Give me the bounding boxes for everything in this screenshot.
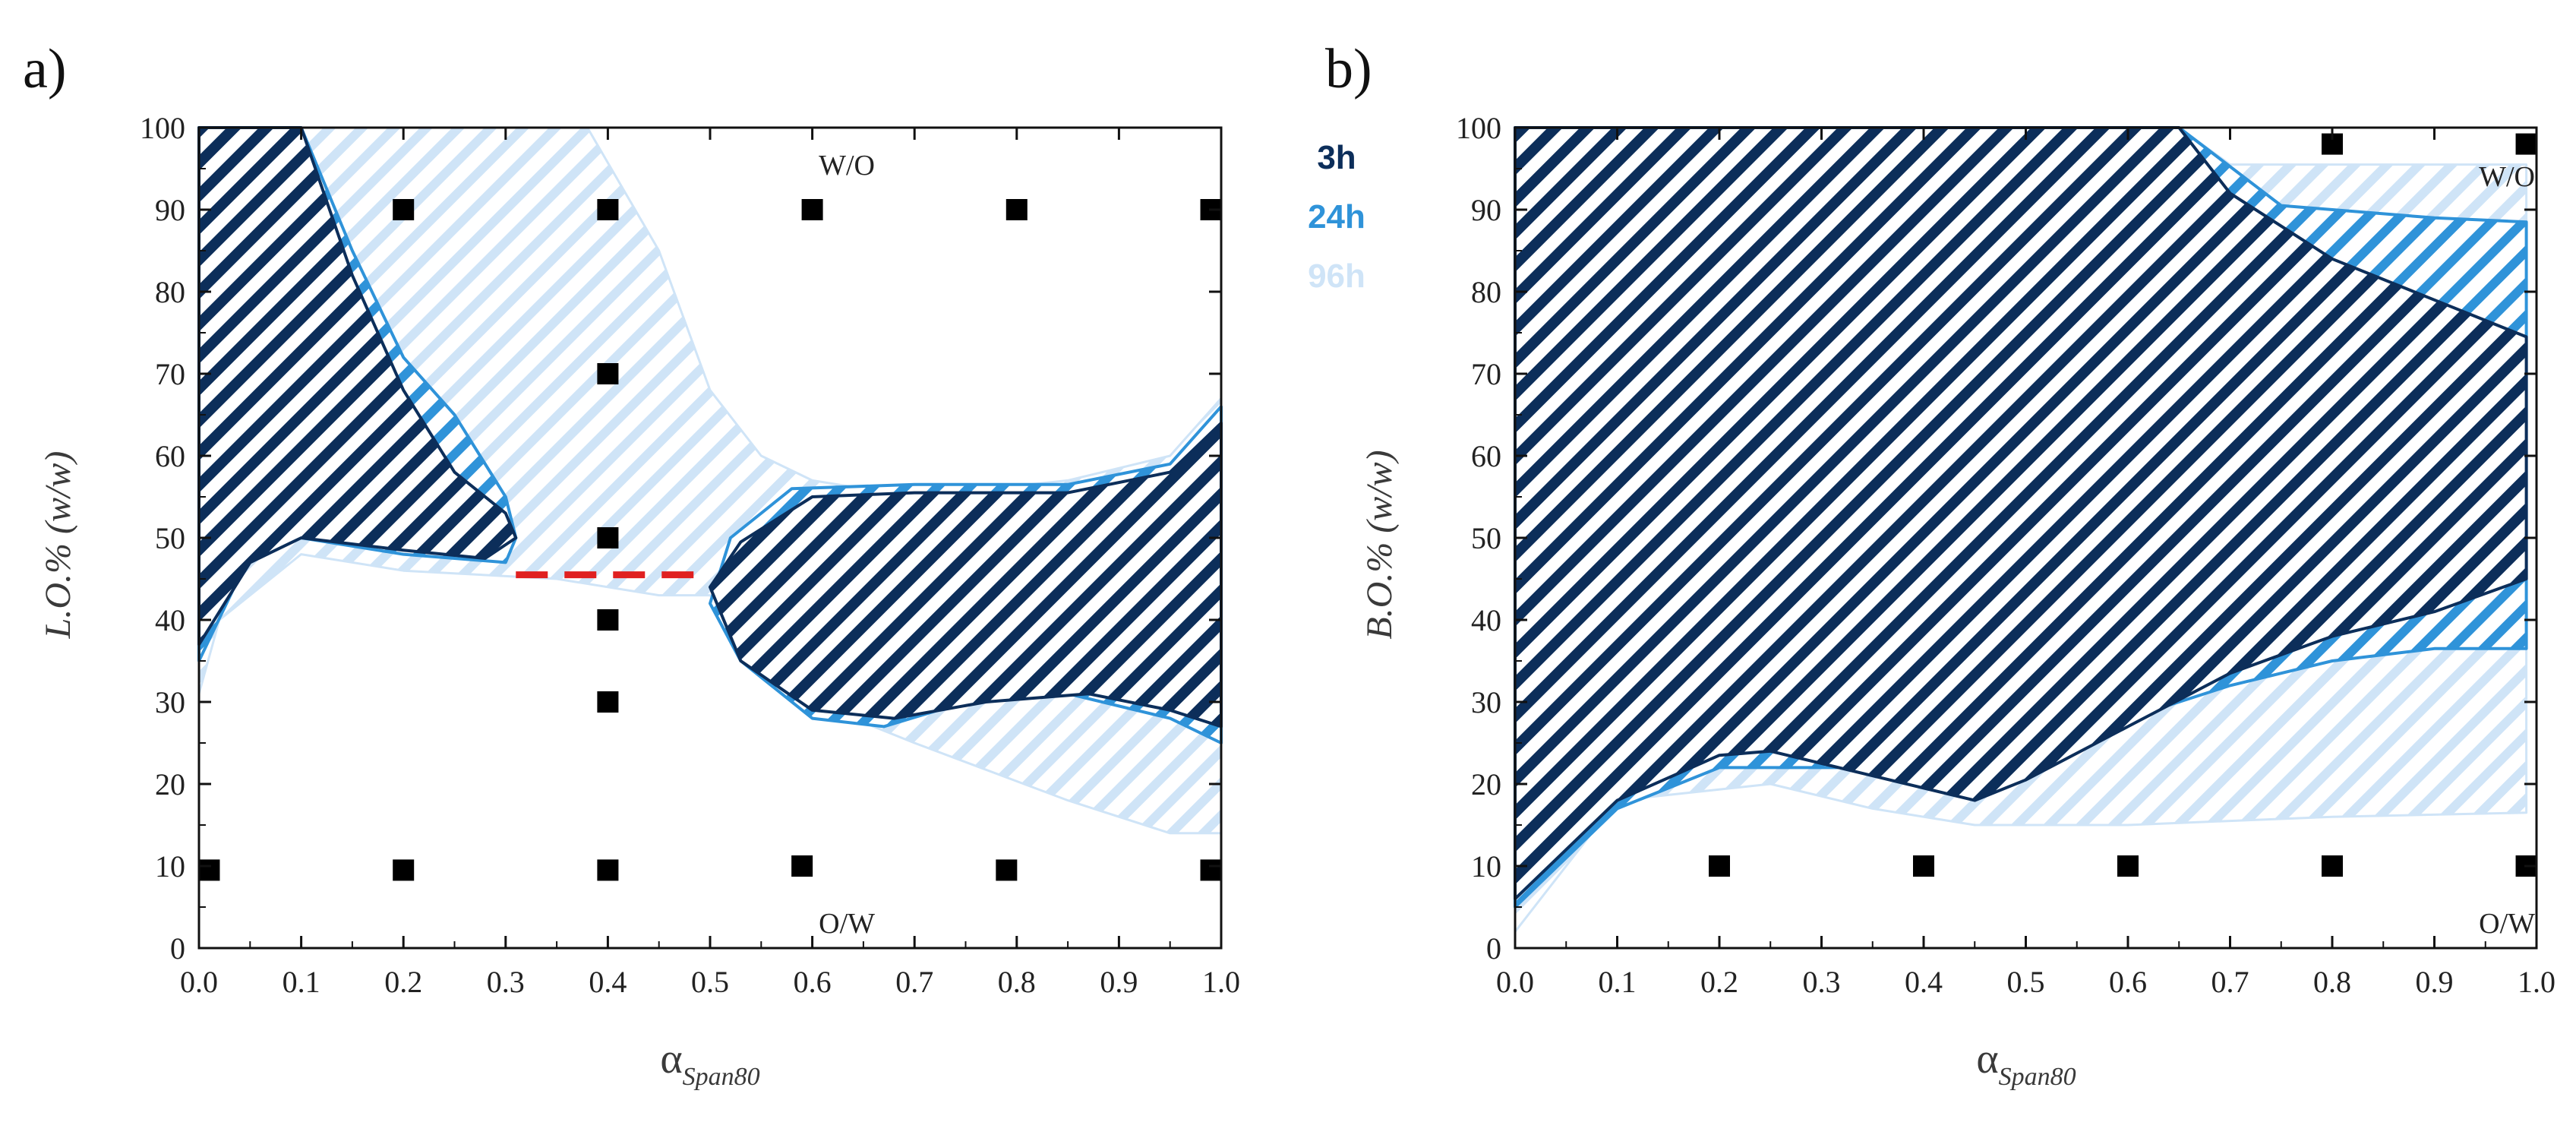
y-axis-label-a: L.O.% (w/w) bbox=[38, 451, 78, 640]
x-axis-label-a-main: α bbox=[660, 1035, 682, 1083]
axes-a: 0.0 0.1 0.2 0.3 0.4 0.5 0.6 0.7 0.8 0.9 1.0 0 10 20 30… bbox=[140, 111, 1240, 999]
y-tick-label-b-10: 100 bbox=[1456, 111, 1501, 145]
x-tick-label-b-2: 0.2 bbox=[1700, 965, 1738, 999]
y-tick-label-b-8: 80 bbox=[1471, 275, 1501, 309]
y-tick-label-b-2: 20 bbox=[1471, 767, 1501, 801]
x-tick-label-b-4: 0.4 bbox=[1905, 965, 1943, 999]
marker-a-9 bbox=[1005, 199, 1028, 220]
panel-a: a) 0.0 0.1 0.2 0.3 0.4 0.5 0.6 0.7 0.8 0.9 1.0 0 10 2… bbox=[23, 38, 1240, 1091]
panel-label-a: a) bbox=[23, 38, 67, 100]
y-tick-label-b-5: 50 bbox=[1471, 521, 1501, 555]
x-tick-label-b-10: 1.0 bbox=[2518, 965, 2555, 999]
y-tick-label-a-5: 50 bbox=[155, 521, 185, 555]
x-tick-label-b-0: 0.0 bbox=[1496, 965, 1534, 999]
marker-a-13 bbox=[597, 609, 619, 631]
marker-a-14 bbox=[597, 691, 619, 713]
y-tick-label-a-6: 60 bbox=[155, 439, 185, 473]
marker-a-7 bbox=[597, 199, 619, 220]
marker-a-3 bbox=[791, 855, 813, 877]
regions-b bbox=[1514, 126, 2528, 933]
y-tick-label-a-7: 70 bbox=[155, 357, 185, 391]
legend-96h: 96h bbox=[1308, 258, 1365, 295]
x-axis-label-b-main: α bbox=[1976, 1035, 1998, 1083]
region-3h-a-0 bbox=[197, 126, 518, 646]
x-tick-label-a-2: 0.2 bbox=[384, 965, 422, 999]
regions-a bbox=[197, 126, 1223, 835]
panel-b: b) 0.0 0.1 0.2 0.3 0.4 0.5 0.6 0.7 0.8 0.9 1.0 0 10 2… bbox=[1325, 38, 2555, 1091]
y-tick-label-a-2: 20 bbox=[155, 767, 185, 801]
x-tick-label-a-9: 0.9 bbox=[1100, 965, 1138, 999]
y-tick-label-b-4: 40 bbox=[1471, 603, 1501, 637]
marker-a-5 bbox=[1200, 859, 1222, 881]
x-tick-label-a-3: 0.3 bbox=[487, 965, 525, 999]
x-tick-label-b-9: 0.9 bbox=[2416, 965, 2454, 999]
region-label-top-a: W/O bbox=[819, 150, 875, 182]
marker-a-11 bbox=[597, 363, 619, 384]
marker-b-6 bbox=[2515, 133, 2537, 155]
region-label-bottom-a: O/W bbox=[819, 908, 875, 940]
x-tick-label-b-8: 0.8 bbox=[2313, 965, 2351, 999]
x-tick-label-a-7: 0.7 bbox=[895, 965, 933, 999]
y-tick-label-a-8: 80 bbox=[155, 275, 185, 309]
y-tick-label-a-10: 100 bbox=[140, 111, 185, 145]
x-axis-label-a-sub: Span80 bbox=[683, 1063, 760, 1091]
x-tick-label-a-8: 0.8 bbox=[998, 965, 1036, 999]
y-tick-label-b-1: 10 bbox=[1471, 849, 1501, 884]
axes-b: 0.0 0.1 0.2 0.3 0.4 0.5 0.6 0.7 0.8 0.9 1.0 0 10 20 30… bbox=[1456, 111, 2555, 999]
y-tick-label-b-9: 90 bbox=[1471, 193, 1501, 227]
legend-3h: 3h bbox=[1317, 139, 1356, 176]
marker-a-4 bbox=[996, 859, 1018, 881]
y-tick-label-b-6: 60 bbox=[1471, 439, 1501, 473]
region-label-top-b: W/O bbox=[2479, 161, 2535, 193]
marker-a-6 bbox=[393, 199, 415, 220]
marker-a-0 bbox=[198, 859, 220, 881]
markers-b bbox=[1709, 133, 2537, 877]
y-axis-label-b: B.O.% (w/w) bbox=[1359, 450, 1400, 639]
region-3h-b-0 bbox=[1514, 126, 2528, 901]
marker-b-2 bbox=[2117, 855, 2139, 877]
x-axis-label-b: αSpan80 bbox=[1976, 1035, 2076, 1091]
y-tick-label-b-0: 0 bbox=[1486, 931, 1501, 966]
marker-a-1 bbox=[393, 859, 415, 881]
x-tick-label-a-1: 0.1 bbox=[283, 965, 320, 999]
x-tick-label-a-5: 0.5 bbox=[691, 965, 729, 999]
x-axis-label-a: αSpan80 bbox=[660, 1035, 759, 1091]
x-tick-label-a-10: 1.0 bbox=[1202, 965, 1240, 999]
x-tick-label-b-6: 0.6 bbox=[2109, 965, 2147, 999]
x-tick-label-b-7: 0.7 bbox=[2211, 965, 2249, 999]
y-tick-label-a-4: 40 bbox=[155, 603, 185, 637]
y-tick-label-a-0: 0 bbox=[170, 931, 185, 966]
y-tick-label-a-9: 90 bbox=[155, 193, 185, 227]
panel-label-b: b) bbox=[1325, 38, 1372, 100]
x-tick-label-a-6: 0.6 bbox=[794, 965, 832, 999]
y-tick-label-a-1: 10 bbox=[155, 849, 185, 884]
marker-b-0 bbox=[1709, 855, 1730, 877]
x-tick-label-a-0: 0.0 bbox=[180, 965, 218, 999]
region-label-bottom-b: O/W bbox=[2479, 908, 2535, 940]
x-tick-label-b-3: 0.3 bbox=[1803, 965, 1841, 999]
legend-24h: 24h bbox=[1308, 198, 1365, 236]
y-tick-label-b-7: 70 bbox=[1471, 357, 1501, 391]
markers-a bbox=[198, 199, 1222, 881]
x-axis-label-b-sub: Span80 bbox=[1999, 1063, 2076, 1091]
y-tick-label-b-3: 30 bbox=[1471, 685, 1501, 719]
marker-b-3 bbox=[2322, 855, 2343, 877]
x-tick-label-a-4: 0.4 bbox=[589, 965, 627, 999]
marker-a-2 bbox=[597, 859, 619, 881]
marker-a-12 bbox=[597, 527, 619, 548]
x-tick-label-b-1: 0.1 bbox=[1599, 965, 1637, 999]
legend: 3h 24h 96h bbox=[1308, 139, 1365, 295]
marker-b-1 bbox=[1913, 855, 1934, 877]
x-tick-label-b-5: 0.5 bbox=[2007, 965, 2045, 999]
marker-a-8 bbox=[801, 199, 823, 220]
y-tick-label-a-3: 30 bbox=[155, 685, 185, 719]
